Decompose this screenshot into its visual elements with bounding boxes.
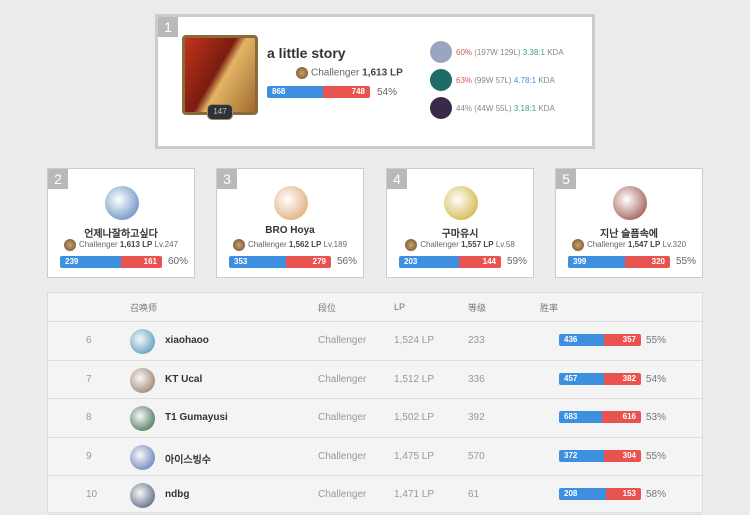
winloss-bar: 683 616 (559, 411, 641, 423)
summoner-name[interactable]: 아이스빙수 (165, 454, 211, 466)
player-card[interactable]: 3 BRO Hoya Challenger 1,562 LP Lv.189 353 27… (216, 168, 364, 278)
challenger-emblem-icon (405, 239, 418, 251)
winloss-bar: 436 357 (559, 334, 641, 346)
table-row[interactable]: 8 T1 Gumayusi Challenger 1,502 LP 392 683 616 5… (48, 399, 702, 438)
tier-info: Challenger 1,613 LP Lv.247 (48, 239, 194, 251)
rank-badge: 2 (48, 169, 68, 189)
summoner-name[interactable]: BRO Hoya (265, 225, 315, 236)
winrate: 56% (337, 256, 358, 267)
profile-icon (130, 406, 155, 431)
profile-icon (613, 186, 647, 220)
winrate: 54% (377, 87, 398, 98)
summoner-name[interactable]: 지난 슬픔속에 (600, 229, 658, 240)
winloss-bar: 399 320 (568, 256, 670, 268)
winrate: 60% (168, 256, 189, 267)
profile-avatar: 147 (182, 35, 258, 120)
champion-stat[interactable]: 44% (44W 55L) 3.18:1 KDA (430, 97, 555, 119)
table-row[interactable]: 7 KT Ucal Challenger 1,512 LP 336 457 382 54% (48, 361, 702, 399)
summoner-name[interactable]: a little story (267, 45, 346, 61)
losses: 748 (322, 86, 370, 98)
winloss-bar: 457 382 (559, 372, 641, 385)
header-winrate: 胜率 (540, 302, 559, 313)
champion-icon (430, 69, 452, 91)
winrate: 55% (676, 256, 697, 267)
summoner-name[interactable]: xiaohaoo (165, 335, 209, 346)
summoner-name[interactable]: T1 Gumayusi (165, 412, 228, 423)
champion-icon (430, 97, 452, 119)
challenger-emblem-icon (296, 67, 308, 79)
header-level: 等级 (468, 302, 487, 313)
rank-badge: 3 (217, 169, 237, 189)
profile-icon (444, 186, 478, 220)
player-card[interactable]: 4 구마유시 Challenger 1,557 LP Lv.58 203 144 59% (386, 168, 534, 278)
table-row[interactable]: 9 아이스빙수 Challenger 1,475 LP 570 372 304 55% (48, 438, 702, 476)
profile-icon (105, 186, 139, 220)
challenger-emblem-icon (232, 239, 245, 251)
rank-badge: 1 (158, 17, 178, 37)
header-tier: 段位 (318, 302, 337, 313)
champion-stat[interactable]: 63% (99W 57L) 4.78:1 KDA (430, 69, 555, 91)
tier-info: Challenger 1,562 LP Lv.189 (217, 239, 363, 251)
winloss-bar: 239 161 (60, 256, 162, 268)
summoner-name[interactable]: 언제나잘하고싶다 (84, 229, 158, 240)
rank-badge: 4 (387, 169, 407, 189)
winloss-bar: 868 748 (267, 86, 370, 98)
profile-icon (130, 367, 155, 393)
tier-info: Challenger 1,613 LP (296, 67, 403, 79)
wins: 868 (267, 86, 323, 98)
profile-icon (130, 483, 155, 508)
tier-info: Challenger 1,547 LP Lv.320 (556, 239, 702, 251)
challenger-emblem-icon (571, 239, 584, 251)
table-row[interactable]: 10 ndbg Challenger 1,471 LP 61 208 153 58% (48, 476, 702, 515)
ranking-table: 召唤师 段位 LP 等级 胜率 6 xiaohaoo Challenger 1,524… (47, 292, 703, 515)
top-player-card[interactable]: 1 147 a little story Challenger 1,613 LP… (155, 14, 595, 149)
profile-icon (274, 186, 308, 220)
header-lp: LP (394, 302, 406, 312)
table-row[interactable]: 6 xiaohaoo Challenger 1,524 LP 233 436 357 55% (48, 322, 702, 361)
summoner-name[interactable]: KT Ucal (165, 373, 203, 385)
champion-icon (430, 41, 452, 63)
winloss-bar: 203 144 (399, 256, 501, 268)
champion-stat[interactable]: 60% (197W 129L) 3.38:1 KDA (430, 41, 564, 63)
level-badge: 147 (207, 104, 233, 120)
player-card[interactable]: 5 지난 슬픔속에 Challenger 1,547 LP Lv.320 399 320… (555, 168, 703, 278)
tier-info: Challenger 1,557 LP Lv.58 (387, 239, 533, 251)
table-header: 召唤师 段位 LP 等级 胜率 (48, 293, 702, 322)
summoner-name[interactable]: 구마유시 (441, 229, 479, 240)
winloss-bar: 372 304 (559, 449, 641, 462)
header-summoner: 召唤师 (130, 302, 158, 313)
winloss-bar: 208 153 (559, 488, 641, 500)
summoner-name[interactable]: ndbg (165, 489, 190, 500)
player-card[interactable]: 2 언제나잘하고싶다 Challenger 1,613 LP Lv.247 239 16… (47, 168, 195, 278)
profile-icon (130, 329, 155, 354)
winloss-bar: 353 279 (229, 256, 331, 268)
challenger-emblem-icon (63, 239, 76, 251)
winrate: 59% (507, 256, 528, 267)
rank-badge: 5 (556, 169, 576, 189)
profile-icon (130, 444, 155, 470)
